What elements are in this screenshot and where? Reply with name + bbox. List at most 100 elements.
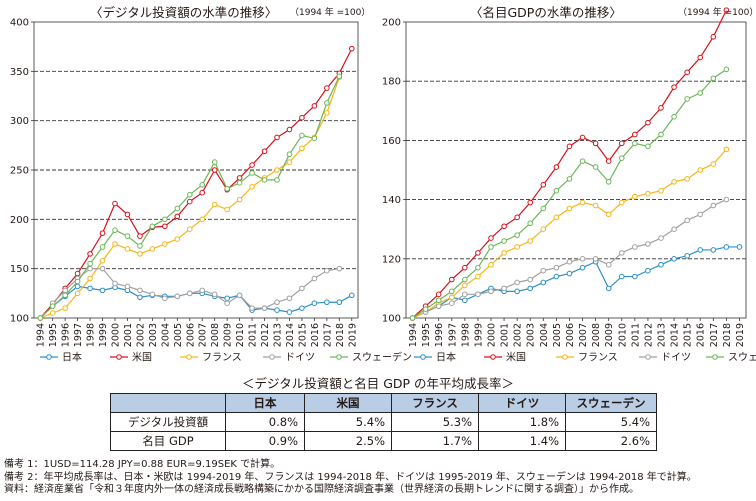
data-point xyxy=(579,264,586,271)
data-point xyxy=(174,293,181,300)
legend-marker xyxy=(46,354,52,360)
table-cell: 1.4% xyxy=(478,431,566,451)
data-point xyxy=(488,235,494,241)
data-point xyxy=(274,307,280,313)
legend-label: スウェーデン xyxy=(352,351,412,364)
data-point xyxy=(137,287,143,294)
data-point xyxy=(671,113,677,120)
data-point xyxy=(658,131,664,138)
data-point xyxy=(579,158,586,164)
chart-note-digital: （1994 年 =100） xyxy=(290,8,371,18)
data-point xyxy=(99,265,106,272)
data-point xyxy=(261,305,268,311)
legend-label: 米国 xyxy=(506,351,526,364)
legend-label: フランス xyxy=(578,352,618,364)
data-point xyxy=(488,261,494,268)
data-point xyxy=(49,303,56,309)
data-point xyxy=(299,145,305,152)
table-header-sweden: スウェーデン xyxy=(565,393,657,413)
data-point xyxy=(566,258,573,265)
y-tick-label: 150 xyxy=(10,264,29,275)
data-point xyxy=(99,257,106,264)
series-line xyxy=(39,285,353,319)
series-line xyxy=(40,77,340,319)
data-point xyxy=(462,276,468,283)
table-cell: 2.6% xyxy=(565,431,657,451)
x-tick-label: 2006 xyxy=(565,323,576,347)
data-point xyxy=(162,295,168,302)
x-tick-label: 2001 xyxy=(500,323,511,347)
x-tick-label: 2015 xyxy=(297,323,308,347)
x-tick-label: 2011 xyxy=(248,323,259,347)
data-point xyxy=(162,241,168,247)
data-point xyxy=(435,297,442,304)
chart-title-digital: 〈デジタル投資額の水準の推移〉 xyxy=(90,5,278,20)
data-point xyxy=(605,261,612,268)
data-point xyxy=(723,244,730,250)
data-point xyxy=(186,198,193,205)
data-point xyxy=(112,280,118,287)
data-point xyxy=(645,267,651,274)
data-point xyxy=(224,300,230,307)
table-row-label: デジタル投資額 xyxy=(110,412,226,432)
table-cell: 1.7% xyxy=(391,431,479,451)
data-point xyxy=(488,244,494,250)
x-tick-label: 2000 xyxy=(487,323,498,347)
series-line xyxy=(412,68,727,319)
data-point xyxy=(488,288,494,295)
y-tick-label: 400 xyxy=(10,18,29,29)
data-point xyxy=(137,233,143,239)
data-point xyxy=(199,182,206,188)
data-point xyxy=(501,238,507,244)
data-point xyxy=(645,143,651,150)
data-point xyxy=(224,206,230,213)
data-point xyxy=(462,291,468,298)
data-point xyxy=(658,261,664,268)
data-point xyxy=(697,247,704,253)
data-point xyxy=(274,134,280,141)
data-point xyxy=(540,182,547,188)
x-tick-label: 2000 xyxy=(111,323,122,347)
x-tick-label: 2004 xyxy=(539,323,550,347)
x-tick-label: 2007 xyxy=(578,323,589,347)
data-point xyxy=(199,287,206,294)
data-point xyxy=(697,54,704,61)
table-cell: 1.8% xyxy=(478,412,566,432)
data-point xyxy=(99,244,106,250)
y-tick-label: 100 xyxy=(10,314,29,325)
data-point xyxy=(261,148,268,155)
data-point xyxy=(74,283,81,290)
table-row: 名目 GDP 0.9% 2.5% 1.7% 1.4% 2.6% xyxy=(110,431,657,451)
x-tick-label: 1997 xyxy=(447,323,458,347)
data-point xyxy=(299,305,305,311)
data-point xyxy=(249,170,255,176)
legend-marker xyxy=(420,354,426,360)
data-point xyxy=(112,241,118,247)
data-point xyxy=(514,288,520,295)
x-tick-label: 2017 xyxy=(322,323,333,347)
x-tick-label: 1996 xyxy=(61,323,72,347)
data-point xyxy=(671,256,677,262)
data-point xyxy=(87,260,93,267)
data-point xyxy=(87,275,93,282)
data-point xyxy=(501,285,507,292)
data-point xyxy=(422,306,429,312)
data-point xyxy=(112,200,118,207)
growth-table: 日本 米国 フランス ドイツ スウェーデン デジタル投資額 0.8% 5.4% … xyxy=(110,393,657,451)
data-point xyxy=(62,287,68,294)
chart-title-gdp: 〈名目GDPの水準の推移〉 xyxy=(470,5,622,20)
data-point xyxy=(605,285,612,292)
x-tick-label: 2016 xyxy=(696,323,707,347)
data-point xyxy=(211,291,218,298)
data-point xyxy=(618,273,625,280)
data-point xyxy=(286,126,293,133)
legend-marker xyxy=(186,354,192,360)
plot-frame xyxy=(405,21,747,319)
data-point xyxy=(249,162,255,168)
data-point xyxy=(553,214,560,221)
data-point xyxy=(540,205,547,212)
legend-label: 米国 xyxy=(132,351,152,364)
data-point xyxy=(592,140,599,147)
data-point xyxy=(553,187,560,194)
table-cell: 0.9% xyxy=(225,431,305,451)
